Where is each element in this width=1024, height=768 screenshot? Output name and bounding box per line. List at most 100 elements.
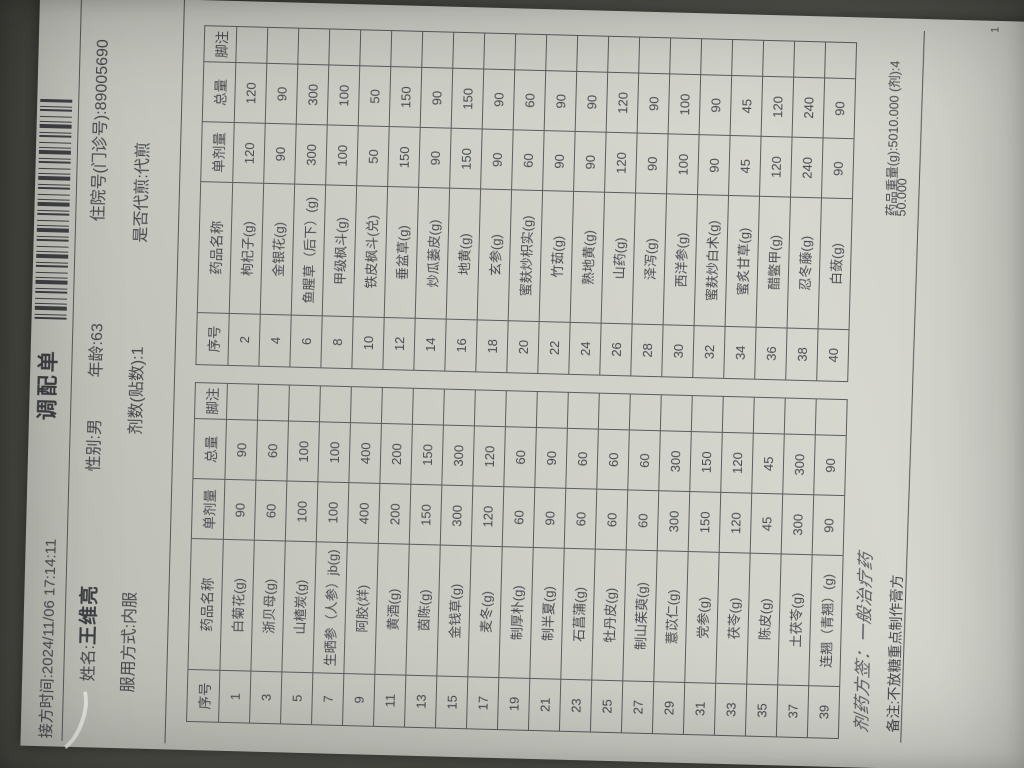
drug-name-cell: 制厚朴(g) [498, 547, 534, 679]
footnote-cell [505, 390, 538, 428]
row-index-cell: 21 [528, 678, 561, 732]
single-dose-cell: 90 [418, 127, 452, 189]
footnote-cell [545, 34, 578, 72]
single-dose-cell: 100 [285, 481, 318, 543]
single-dose-cell: 90 [635, 133, 669, 195]
drug-name-cell: 垂盆草(g) [384, 187, 419, 319]
total-cell: 45 [730, 75, 763, 137]
footnote-cell [722, 396, 755, 434]
drug-name-cell: 陈皮(g) [746, 553, 782, 685]
drug-name-cell: 竹茹(g) [539, 191, 574, 323]
single-dose-cell: 90 [263, 123, 297, 185]
admission-number-field: 住院号(门诊号):89005690 [90, 39, 112, 222]
drug-name-cell: 茯苓(g) [715, 552, 751, 684]
total-cell: 60 [513, 69, 546, 131]
single-dose-cell: 150 [387, 126, 421, 188]
drug-name-cell: 玄参(g) [477, 189, 512, 321]
row-index-cell: 16 [444, 318, 478, 372]
single-dose-cell: 60 [502, 486, 535, 548]
footnote-cell [297, 28, 330, 66]
footnote-cell [514, 33, 547, 71]
total-cell: 90 [544, 70, 577, 132]
total-cell: 100 [327, 65, 360, 127]
row-index-cell: 25 [590, 679, 623, 733]
row-index-cell: 33 [714, 683, 747, 737]
row-index-cell: 20 [506, 320, 540, 374]
single-dose-cell: 90 [542, 130, 576, 192]
total-cell: 60 [596, 429, 630, 491]
single-dose-cell: 300 [657, 491, 690, 553]
drug-name-cell: 熟地黄(g) [570, 191, 605, 324]
total-cell: 60 [627, 430, 661, 492]
single-dose-cell: 45 [728, 135, 762, 197]
total-cell: 120 [761, 76, 794, 138]
dispensing-sheet: 接方时间:2024/11/06 17:14:11 调配单 姓名:王维亮 性别:男… [20, 0, 1024, 768]
footnote-cell [421, 31, 454, 69]
single-dose-cell: 60 [595, 489, 628, 551]
drug-name-cell: 白蔹(g) [818, 198, 853, 330]
footnote-cell [598, 393, 631, 431]
row-index-cell: 26 [599, 323, 633, 376]
drug-name-cell: 金银花(g) [260, 183, 295, 315]
row-index-cell: 1 [218, 670, 251, 724]
footer-divider [900, 31, 925, 743]
single-dose-cell: 100 [325, 125, 359, 187]
row-index-cell: 7 [311, 672, 344, 726]
row-index-cell: 39 [807, 685, 840, 739]
drug-name-cell: 黄酒(g) [374, 543, 410, 676]
patient-name-value: 王维亮 [78, 584, 101, 646]
total-cell: 120 [606, 72, 639, 134]
total-cell: 90 [534, 427, 568, 489]
drug-name-cell: 连翘（青翘）(g) [808, 555, 844, 687]
row-index-cell: 32 [692, 325, 726, 379]
medicine-table-left: 序号 药品名称 单剂量 总量 脚注 1 白菊花(g) 90 90 [186, 382, 848, 739]
drug-name-cell: 麦冬(g) [467, 546, 503, 678]
total-cell: 300 [441, 425, 475, 487]
total-cell: 300 [296, 64, 329, 126]
total-cell: 60 [255, 420, 289, 482]
single-dose-cell: 400 [347, 482, 380, 544]
row-index-cell: 11 [373, 674, 406, 728]
total-cell: 50 [358, 65, 391, 127]
single-dose-cell: 300 [440, 485, 473, 547]
footnote-cell [226, 383, 259, 421]
total-cell: 400 [348, 422, 382, 484]
barcode-icon [34, 98, 73, 320]
total-cell: 100 [317, 421, 351, 483]
col-header-total: 总量 [202, 61, 236, 123]
drug-weight-line-2: 50.000 [894, 178, 910, 217]
decoct-field: 是否代煎:代煎 [132, 141, 153, 243]
footnote-cell [753, 397, 786, 435]
footnote-cell [762, 40, 795, 78]
drug-name-cell: 茵陈(g) [405, 544, 441, 676]
row-index-cell: 13 [404, 675, 437, 728]
col-header-footnote: 脚注 [194, 382, 228, 420]
total-cell: 90 [420, 67, 453, 129]
footnote-cell [731, 39, 764, 77]
single-dose-cell: 90 [812, 495, 845, 557]
total-cell: 90 [637, 73, 670, 135]
row-index-cell: 15 [435, 675, 468, 729]
total-cell: 100 [286, 421, 320, 483]
drug-name-cell: 地黄(g) [446, 188, 481, 320]
single-dose-cell: 300 [294, 124, 328, 186]
footnote-cell [638, 37, 671, 75]
drug-name-cell: 铁皮枫斗(兑) [353, 186, 388, 318]
dose-count-field: 剂数(贴数):1 [127, 346, 147, 435]
total-cell: 45 [751, 433, 785, 495]
drug-name-cell: 制山茱萸(g) [622, 550, 658, 682]
single-dose-cell: 100 [666, 134, 700, 196]
row-index-cell: 18 [475, 319, 509, 373]
single-dose-cell: 240 [790, 137, 824, 199]
col-header-drug-name: 药品名称 [187, 538, 224, 671]
drug-name-cell: 阿胶(烊) [343, 543, 379, 675]
col-header-drug-name: 药品名称 [197, 182, 233, 314]
age-field: 年龄:63 [88, 323, 107, 378]
total-cell: 90 [482, 69, 515, 131]
col-header-single-dose: 单剂量 [191, 478, 225, 540]
single-dose-cell: 60 [626, 490, 659, 552]
drug-name-cell: 枸杞子(g) [229, 182, 264, 315]
footnote-cell [328, 28, 361, 66]
footnote-cell [576, 35, 609, 73]
footnote-cell [443, 389, 476, 427]
